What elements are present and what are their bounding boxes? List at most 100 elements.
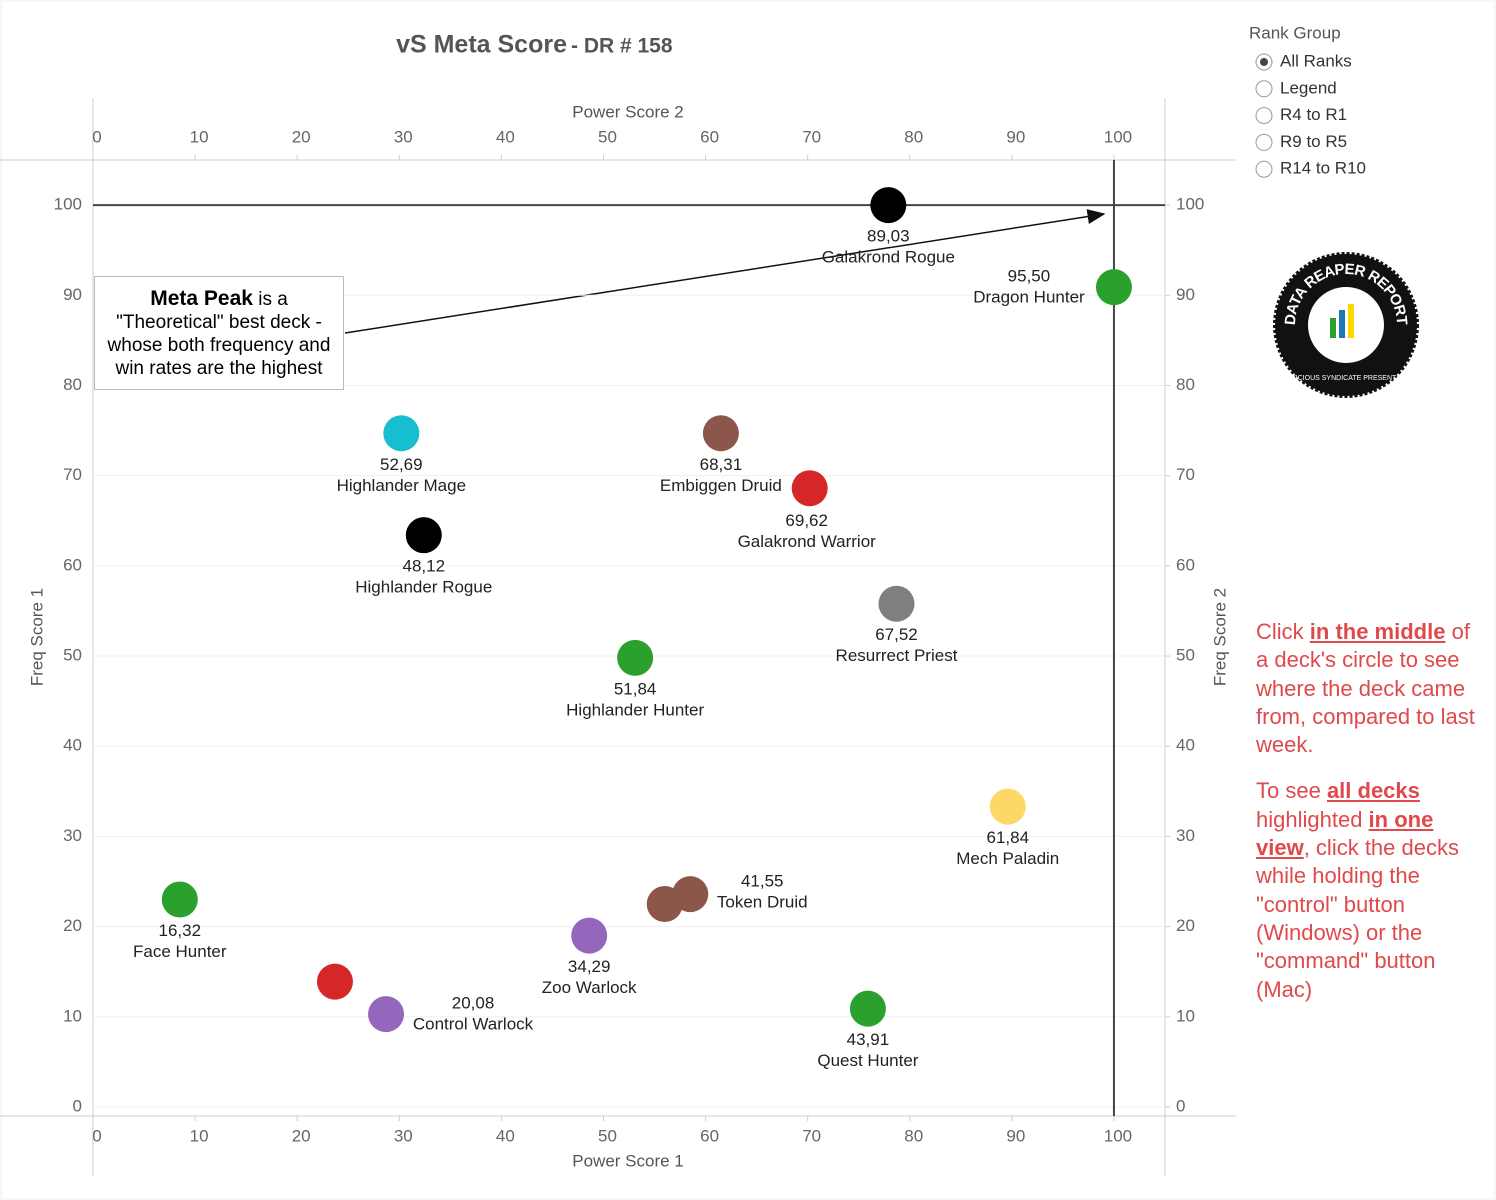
radio: [1255, 160, 1273, 178]
score-label: 34,29: [568, 957, 611, 976]
score-label: 16,32: [159, 921, 202, 940]
x2-tick-label: 10: [190, 127, 209, 146]
deck-label: Highlander Mage: [337, 476, 466, 495]
y-axis-title: Freq Score 1: [27, 588, 46, 686]
x2-tick-label: 40: [496, 127, 515, 146]
data-point[interactable]: [1095, 269, 1132, 306]
x-tick-label: 10: [190, 1126, 209, 1145]
y2-tick-label: 0: [1176, 1096, 1185, 1115]
help-segment: To see: [1256, 778, 1327, 804]
y-tick-label: 20: [63, 916, 82, 935]
data-point[interactable]: [316, 963, 353, 1000]
data-point[interactable]: [870, 187, 907, 224]
y2-tick-label: 90: [1176, 285, 1195, 304]
x2-tick-label: 30: [394, 127, 413, 146]
help-segment: Click: [1256, 619, 1310, 644]
score-label: 69,62: [785, 511, 828, 530]
data-point[interactable]: [989, 788, 1026, 825]
x2-tick-label: 90: [1006, 127, 1025, 146]
data-point[interactable]: [646, 886, 683, 923]
x-tick-label: 40: [496, 1126, 515, 1145]
deck-label: Face Hunter: [133, 942, 227, 961]
x-tick-label: 90: [1006, 1126, 1025, 1145]
x-tick-label: 50: [598, 1126, 617, 1145]
radio-dot: [1260, 58, 1268, 66]
help-paragraph: To see all decks highlighted in one view…: [1256, 777, 1488, 1003]
radio: [1255, 80, 1273, 98]
annotation: Meta Peak is a "Theoretical" best deck -…: [94, 276, 344, 390]
score-label: 41,55: [741, 872, 784, 891]
annotation-arrow: [344, 209, 1106, 334]
filter-option[interactable]: All Ranks: [1255, 51, 1352, 71]
score-label: 61,84: [986, 828, 1029, 847]
help-emphasis: in one view: [1256, 806, 1434, 861]
score-label: 95,50: [1008, 267, 1051, 286]
filter-option[interactable]: R4 to R1: [1255, 105, 1347, 125]
deck-label: Embiggen Druid: [660, 476, 782, 495]
y2-tick-label: 80: [1176, 375, 1195, 394]
annotation-text: is a "Theoretical" best deck - whose bot…: [107, 289, 331, 379]
filter-option[interactable]: Legend: [1255, 78, 1337, 98]
score-label: 52,69: [380, 455, 423, 474]
deck-label: Zoo Warlock: [542, 978, 637, 997]
chart-title: vS Meta Score: [396, 31, 567, 59]
filter-option-label: R4 to R1: [1280, 105, 1347, 124]
y2-tick-label: 30: [1176, 826, 1195, 845]
score-label: 51,84: [614, 679, 657, 698]
score-label: 48,12: [403, 557, 446, 576]
help-text: Click in the middle of a deck's circle t…: [1256, 618, 1488, 1022]
filter-option-label: Legend: [1280, 78, 1337, 97]
deck-label: Highlander Rogue: [355, 578, 492, 597]
filter-option-label: R14 to R10: [1280, 159, 1366, 178]
deck-label: Token Druid: [717, 893, 808, 912]
deck-label: Dragon Hunter: [973, 288, 1085, 307]
x-tick-label: 70: [802, 1126, 821, 1145]
data-point[interactable]: [161, 881, 198, 918]
score-label: 68,31: [700, 455, 743, 474]
score-label: 67,52: [875, 625, 918, 644]
y2-tick-label: 100: [1176, 195, 1204, 214]
help-paragraph: Click in the middle of a deck's circle t…: [1256, 618, 1488, 759]
y-tick-label: 70: [63, 465, 82, 484]
logo-bar: [1348, 304, 1354, 338]
filter-title: Rank Group: [1249, 23, 1341, 42]
data-point[interactable]: [791, 470, 828, 507]
help-segment: highlighted: [1256, 806, 1369, 832]
y2-tick-label: 50: [1176, 646, 1195, 665]
data-point[interactable]: [405, 517, 442, 554]
x2-tick-label: 50: [598, 127, 617, 146]
data-point[interactable]: [878, 585, 915, 622]
x2-tick-label: 60: [700, 127, 719, 146]
deck-label: Control Warlock: [413, 1015, 534, 1034]
filter-option[interactable]: R9 to R5: [1255, 132, 1347, 151]
logo-center: [1308, 287, 1384, 363]
x-tick-label: 0: [92, 1126, 101, 1145]
x-tick-label: 30: [394, 1126, 413, 1145]
y-tick-label: 90: [63, 285, 82, 304]
data-point[interactable]: [571, 917, 608, 954]
data-point[interactable]: [368, 996, 405, 1033]
y2-tick-label: 20: [1176, 916, 1195, 935]
x2-tick-label: 20: [292, 127, 311, 146]
logo-bar: [1330, 318, 1336, 338]
data-point[interactable]: [849, 990, 886, 1027]
deck-label: Galakrond Warrior: [738, 532, 877, 551]
help-segment: of a deck's circle to see where the deck…: [1256, 619, 1475, 758]
y2-tick-label: 40: [1176, 736, 1195, 755]
y-tick-label: 100: [54, 195, 82, 214]
y2-tick-label: 10: [1176, 1006, 1195, 1025]
filter-option[interactable]: R14 to R10: [1255, 159, 1366, 178]
y-tick-label: 0: [73, 1096, 82, 1115]
x2-tick-label: 80: [904, 127, 923, 146]
data-point[interactable]: [383, 415, 420, 452]
data-point[interactable]: [702, 415, 739, 452]
help-segment: , click the decks while holding the "con…: [1256, 835, 1459, 1002]
x-tick-label: 60: [700, 1126, 719, 1145]
y-tick-label: 10: [63, 1006, 82, 1025]
y-tick-label: 60: [63, 555, 82, 574]
x2-tick-label: 0: [92, 127, 101, 146]
deck-label: Galakrond Rogue: [822, 248, 955, 267]
data-point[interactable]: [617, 639, 654, 676]
x2-axis-title: Power Score 2: [572, 102, 684, 121]
